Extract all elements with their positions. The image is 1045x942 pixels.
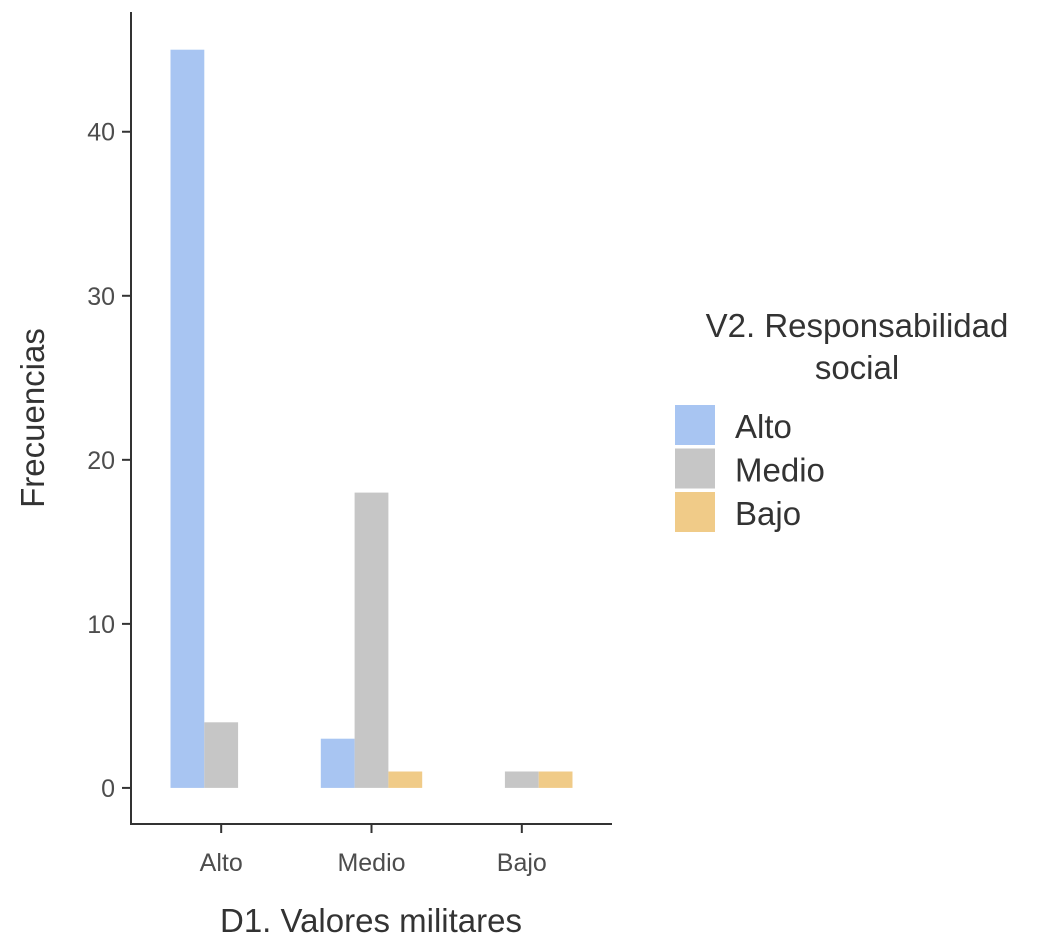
legend-title-line-1: V2. Responsabilidad [706,307,1009,344]
bar-medio-bajo [504,771,539,788]
legend: V2. Responsabilidad social Alto Medio Bajo [675,307,1008,532]
y-tick-label: 10 [87,611,115,639]
legend-title-line-2: social [815,349,899,386]
x-ticks-group: Alto Medio Bajo [200,824,547,877]
bar-alto-alto [170,49,205,788]
y-tick-label: 0 [101,775,115,803]
bar-bajo-bajo [538,771,573,788]
y-axis-title: Frecuencias [14,328,51,508]
legend-label-alto: Alto [735,408,792,445]
y-ticks-group: 0 10 20 30 40 [87,119,131,803]
bar-alto-medio [320,738,355,788]
legend-key-bajo [675,492,715,532]
x-axis-title: D1. Valores militares [220,902,522,939]
x-tick-label: Bajo [497,849,547,877]
y-tick-label: 30 [87,283,115,311]
legend-label-medio: Medio [735,452,825,489]
legend-items: Alto Medio Bajo [675,405,825,532]
legend-key-medio [675,448,715,489]
y-tick-label: 20 [87,447,115,475]
bar-medio-medio [354,492,389,788]
y-tick-label: 40 [87,119,115,147]
bar-medio-alto [204,722,239,788]
legend-key-alto [675,405,715,445]
bars-group [170,49,573,788]
bar-bajo-medio [388,771,423,788]
legend-label-bajo: Bajo [735,495,801,532]
x-tick-label: Medio [337,849,405,877]
x-tick-label: Alto [200,849,243,877]
